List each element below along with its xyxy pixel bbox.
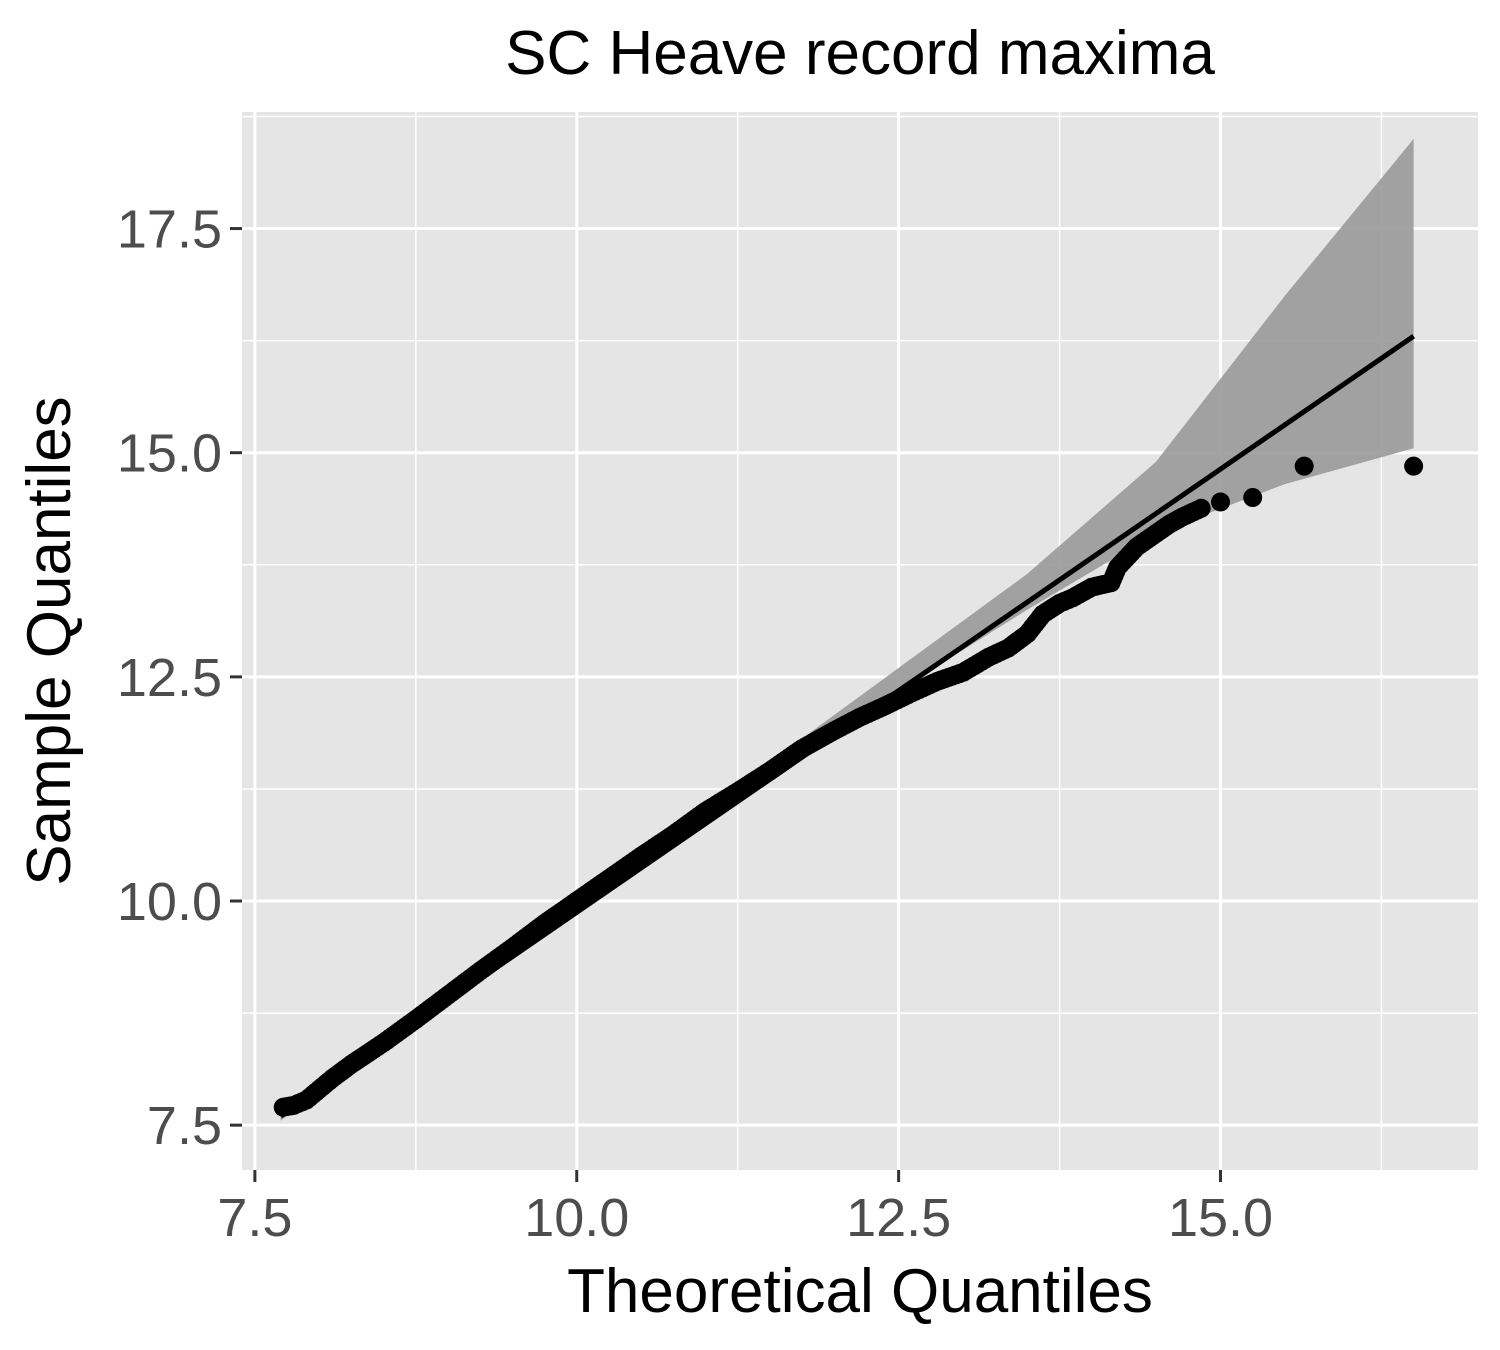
y-tick-label: 17.5 <box>117 200 222 260</box>
x-tick-label: 12.5 <box>846 1188 951 1248</box>
data-point <box>1404 456 1424 476</box>
x-axis-title: Theoretical Quantiles <box>567 1257 1153 1326</box>
y-axis: 7.5 10.0 12.5 15.0 17.5 <box>117 200 242 1156</box>
y-axis-title: Sample Quantiles <box>15 396 84 885</box>
data-point <box>1243 488 1263 508</box>
data-point <box>1191 498 1211 518</box>
x-tick-label: 10.0 <box>524 1188 629 1248</box>
y-tick-label: 7.5 <box>147 1096 222 1156</box>
data-point <box>1294 456 1314 476</box>
x-axis: 7.5 10.0 12.5 15.0 <box>217 1170 1273 1248</box>
y-tick-label: 12.5 <box>117 648 222 708</box>
data-point <box>1211 492 1230 512</box>
reference-line <box>279 334 1416 1119</box>
major-gridlines <box>242 112 1478 1170</box>
x-tick-label: 7.5 <box>217 1188 292 1248</box>
x-tick-label: 15.0 <box>1168 1188 1273 1248</box>
data-points <box>273 456 1424 1117</box>
y-tick-label: 10.0 <box>117 872 222 932</box>
chart-title: SC Heave record maxima <box>505 19 1215 88</box>
y-tick-label: 15.0 <box>117 424 222 484</box>
